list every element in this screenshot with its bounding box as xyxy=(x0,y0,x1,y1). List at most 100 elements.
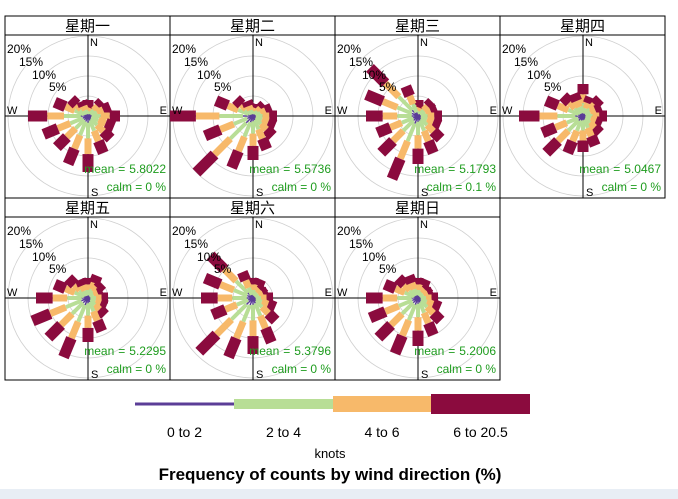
compass-label: S xyxy=(91,187,98,199)
petal-NNW xyxy=(76,99,90,117)
petal-segment-6-to-20.5 xyxy=(103,118,116,132)
ring-label: 20% xyxy=(172,42,196,56)
mean-label: mean xyxy=(84,162,114,176)
petal-WSW xyxy=(540,115,584,138)
petal-SSW xyxy=(63,115,89,167)
petal-segment-2-to-4 xyxy=(566,118,581,133)
petal-segment-2-to-4 xyxy=(233,116,249,126)
ring-label: 10% xyxy=(32,250,56,264)
petal-segment-6-to-20.5 xyxy=(95,305,109,319)
petal-segment-6-to-20.5 xyxy=(202,273,223,290)
ring-label: 10% xyxy=(527,68,551,82)
petal-SSE xyxy=(417,297,439,338)
petal-segment-6-to-20.5 xyxy=(257,136,272,152)
legend-swatch-2-to-4 xyxy=(234,399,333,409)
petal-segment-4-to-6 xyxy=(233,320,247,340)
compass-label: N xyxy=(90,219,98,231)
ring-label: 15% xyxy=(514,55,538,69)
petal-segment-2-to-4 xyxy=(69,116,84,126)
compass-label: W xyxy=(337,287,348,299)
petal-segment-2-to-4 xyxy=(253,302,263,317)
ring-label: 10% xyxy=(362,250,386,264)
compass-label: S xyxy=(256,369,263,381)
petal-segment-4-to-6 xyxy=(424,107,432,117)
petal-segment-6-to-20.5 xyxy=(423,321,439,338)
petal-SW xyxy=(52,115,89,152)
compass-label: E xyxy=(490,105,497,117)
mean-value: 5.2295 xyxy=(129,344,166,358)
petal-SSE xyxy=(87,297,107,334)
petal-NNW xyxy=(403,273,419,299)
compass-label: E xyxy=(160,287,167,299)
compass-label: E xyxy=(160,105,167,117)
petal-segment-0-to-2 xyxy=(416,295,419,299)
petal-segment-6-to-20.5 xyxy=(76,99,89,109)
compass-label: W xyxy=(337,105,348,117)
panel-title: 星期日 xyxy=(395,199,440,217)
compass-label: N xyxy=(255,219,263,231)
calm-annotation: calm = 0 % xyxy=(272,362,332,376)
ring-label: 10% xyxy=(32,68,56,82)
petal-segment-4-to-6 xyxy=(394,285,407,296)
petal-segment-4-to-6 xyxy=(388,311,405,328)
petal-NNW xyxy=(237,270,254,299)
petal-segment-6-to-20.5 xyxy=(89,273,103,286)
petal-segment-6-to-20.5 xyxy=(93,97,107,111)
petal-segment-6-to-20.5 xyxy=(256,100,269,113)
calm-label: calm = xyxy=(272,362,308,376)
petal-segment-6-to-20.5 xyxy=(262,125,277,140)
petal-WSW xyxy=(367,297,419,323)
petal-segment-2-to-4 xyxy=(83,109,90,115)
petal-SE xyxy=(582,115,604,137)
petal-segment-4-to-6 xyxy=(260,116,270,126)
petal-SSW xyxy=(223,297,254,360)
petal-segment-6-to-20.5 xyxy=(265,299,278,313)
petal-segment-6-to-20.5 xyxy=(265,117,278,131)
calm-value: 0 % xyxy=(145,180,166,194)
petal-SE xyxy=(87,297,109,319)
petal-segment-4-to-6 xyxy=(221,266,239,284)
petal-segment-2-to-4 xyxy=(419,297,428,304)
petal-segment-4-to-6 xyxy=(97,117,107,127)
petal-segment-4-to-6 xyxy=(48,303,68,317)
petal-segment-2-to-4 xyxy=(412,288,419,297)
petal-segment-6-to-20.5 xyxy=(192,150,219,177)
petal-segment-4-to-6 xyxy=(587,101,598,112)
petal-segment-4-to-6 xyxy=(86,107,95,113)
compass-label: S xyxy=(586,187,593,199)
petal-segment-6-to-20.5 xyxy=(590,95,604,109)
petal-SSE xyxy=(582,115,601,148)
compass-label: N xyxy=(255,37,263,49)
calm-label: calm = xyxy=(272,180,308,194)
petal-segment-4-to-6 xyxy=(226,102,240,114)
panel-title: 星期六 xyxy=(230,199,275,217)
window-bottom-strip xyxy=(0,489,678,499)
petal-segment-4-to-6 xyxy=(68,320,82,340)
calm-value: 0 % xyxy=(145,362,166,376)
petal-segment-2-to-4 xyxy=(234,279,250,295)
mean-equals: = xyxy=(118,344,125,358)
ring-label: 20% xyxy=(172,224,196,238)
petal-segment-2-to-4 xyxy=(88,298,97,307)
mean-equals: = xyxy=(283,162,290,176)
petal-segment-6-to-20.5 xyxy=(428,103,439,116)
petal-segment-6-to-20.5 xyxy=(92,318,107,334)
panel-plot-area xyxy=(335,35,500,198)
petal-segment-2-to-4 xyxy=(400,116,414,125)
petal-segment-2-to-4 xyxy=(417,119,426,132)
petal-segment-6-to-20.5 xyxy=(100,101,113,115)
petal-segment-6-to-20.5 xyxy=(44,321,65,342)
petal-segment-0-to-2 xyxy=(415,112,419,117)
petal-WSW xyxy=(202,115,254,141)
petal-segment-6-to-20.5 xyxy=(425,286,435,299)
ring-label: 5% xyxy=(379,80,397,94)
petal-segment-4-to-6 xyxy=(408,281,418,291)
petal-segment-4-to-6 xyxy=(245,104,254,112)
petal-segment-6-to-20.5 xyxy=(542,137,562,157)
petal-segment-2-to-4 xyxy=(254,299,264,309)
petal-segment-6-to-20.5 xyxy=(263,103,274,116)
petal-segment-2-to-4 xyxy=(89,117,99,127)
